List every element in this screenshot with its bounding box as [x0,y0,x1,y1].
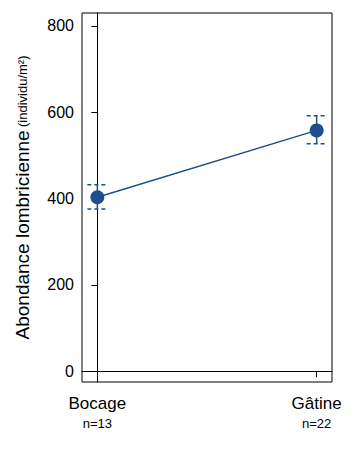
svg-text:600: 600 [47,104,74,121]
svg-text:(individu/m²): (individu/m²) [15,56,30,128]
svg-text:Bocage: Bocage [69,394,127,413]
svg-text:0: 0 [65,363,74,380]
svg-text:n=13: n=13 [83,416,112,431]
svg-text:200: 200 [47,276,74,293]
svg-text:400: 400 [47,190,74,207]
svg-text:Abondance lombricienne: Abondance lombricienne [12,130,33,339]
svg-text:Gâtine: Gâtine [292,394,342,413]
svg-text:800: 800 [47,17,74,34]
svg-text:n=22: n=22 [302,416,331,431]
